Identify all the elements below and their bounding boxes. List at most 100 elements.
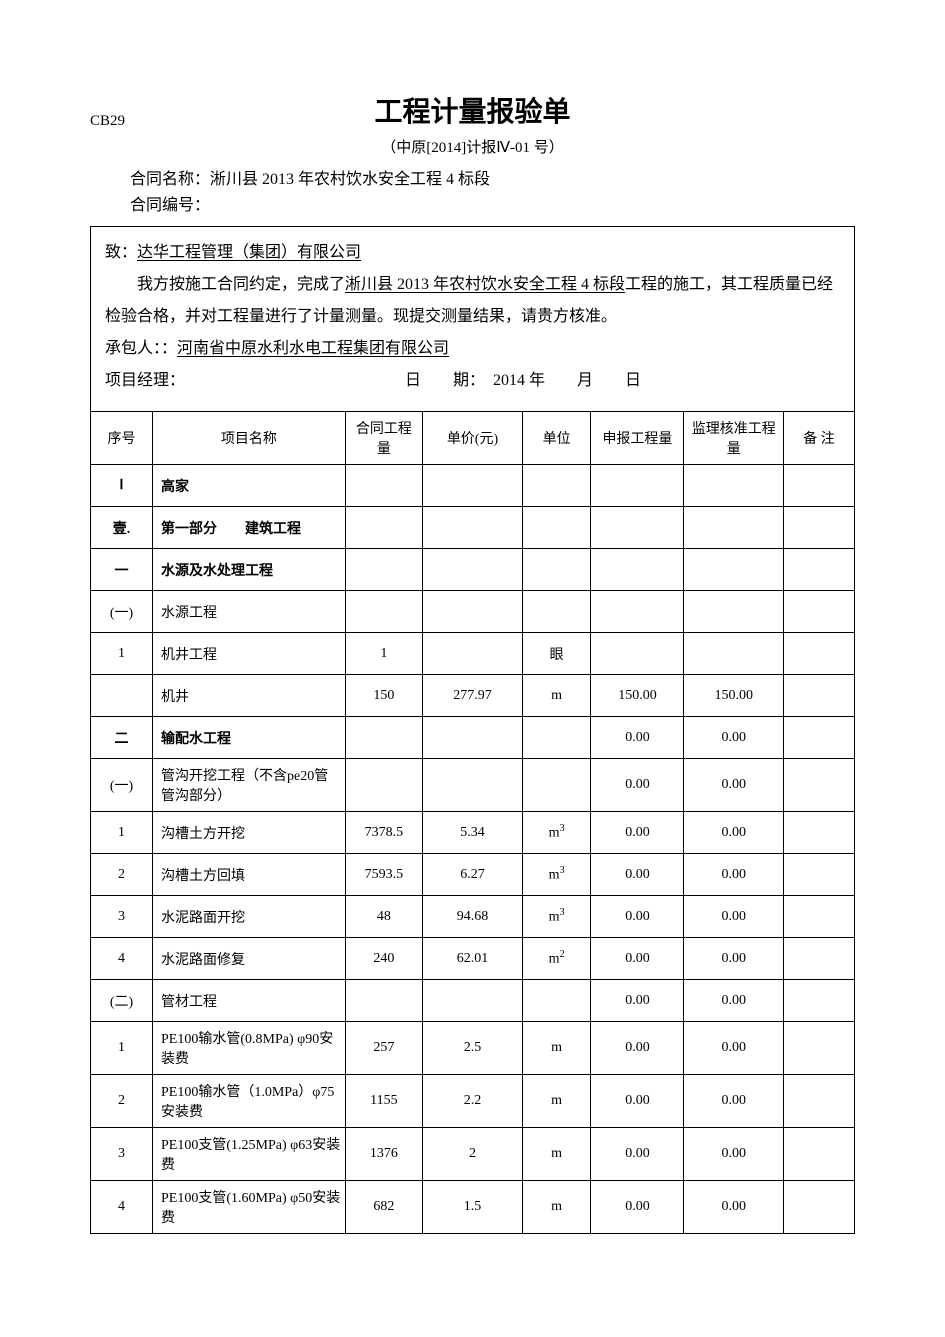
col-price: 单价(元)	[423, 412, 523, 465]
cell-approved	[684, 591, 784, 633]
cell-name: 水源工程	[153, 591, 346, 633]
cell-qty: 7593.5	[345, 854, 423, 896]
cell-seq: 2	[91, 1075, 153, 1128]
cell-seq: 壹.	[91, 507, 153, 549]
cell-seq: 3	[91, 1128, 153, 1181]
cell-unit: 眼	[522, 633, 591, 675]
cell-unit	[522, 591, 591, 633]
cell-name: 机井工程	[153, 633, 346, 675]
cell-qty: 150	[345, 675, 423, 717]
cell-remark	[784, 717, 855, 759]
table-row: 3水泥路面开挖4894.68m30.000.00	[91, 896, 855, 938]
cell-remark	[784, 465, 855, 507]
cell-name: 水源及水处理工程	[153, 549, 346, 591]
cell-seq: (一)	[91, 759, 153, 812]
table-row: (一)管沟开挖工程（不含pe20管管沟部分）0.000.00	[91, 759, 855, 812]
cell-approved	[684, 633, 784, 675]
cell-price: 2.2	[423, 1075, 523, 1128]
table-row: 4PE100支管(1.60MPa) φ50安装费6821.5m0.000.00	[91, 1181, 855, 1234]
table-row: 1机井工程1 眼	[91, 633, 855, 675]
col-seq: 序号	[91, 412, 153, 465]
cell-remark	[784, 980, 855, 1022]
to-company: 达华工程管理（集团）有限公司	[137, 244, 361, 261]
cell-price: 5.34	[423, 812, 523, 854]
cell-declared	[591, 633, 684, 675]
cell-remark	[784, 591, 855, 633]
pm-label: 项目经理：	[105, 365, 405, 397]
cell-unit	[522, 465, 591, 507]
cell-name: PE100输水管(0.8MPa) φ90安装费	[153, 1022, 346, 1075]
cell-unit	[522, 549, 591, 591]
cell-remark	[784, 812, 855, 854]
cell-approved	[684, 507, 784, 549]
cell-approved: 0.00	[684, 1075, 784, 1128]
cell-seq: 4	[91, 1181, 153, 1234]
cell-qty: 7378.5	[345, 812, 423, 854]
cell-declared	[591, 507, 684, 549]
cell-seq: 1	[91, 812, 153, 854]
cell-declared	[591, 465, 684, 507]
para-project: 淅川县 2013 年农村饮水安全工程 4 标段	[345, 276, 625, 293]
cell-declared: 0.00	[591, 896, 684, 938]
cell-approved: 0.00	[684, 896, 784, 938]
cell-remark	[784, 896, 855, 938]
cell-unit	[522, 759, 591, 812]
cell-remark	[784, 507, 855, 549]
cell-qty: 1	[345, 633, 423, 675]
cell-approved: 0.00	[684, 1181, 784, 1234]
table-row: 3PE100支管(1.25MPa) φ63安装费13762m0.000.00	[91, 1128, 855, 1181]
cell-unit: m	[522, 1075, 591, 1128]
cell-seq: (二)	[91, 980, 153, 1022]
cell-remark	[784, 854, 855, 896]
table-row: 1沟槽土方开挖7378.55.34m30.000.00	[91, 812, 855, 854]
col-unit: 单位	[522, 412, 591, 465]
cell-declared: 0.00	[591, 759, 684, 812]
cell-price	[423, 549, 523, 591]
cell-name: 第一部分 建筑工程	[153, 507, 346, 549]
intro-box: 致：达华工程管理（集团）有限公司 我方按施工合同约定，完成了淅川县 2013 年…	[90, 226, 855, 411]
cell-price: 1.5	[423, 1181, 523, 1234]
contractor-value: 河南省中原水利水电工程集团有限公司	[177, 340, 449, 357]
cell-qty	[345, 717, 423, 759]
cell-unit: m	[522, 1128, 591, 1181]
cell-unit	[522, 980, 591, 1022]
table-row: (二)管材工程0.000.00	[91, 980, 855, 1022]
cell-approved: 0.00	[684, 1128, 784, 1181]
col-remark: 备 注	[784, 412, 855, 465]
cell-remark	[784, 1075, 855, 1128]
cell-name: PE100支管(1.60MPa) φ50安装费	[153, 1181, 346, 1234]
cell-declared: 0.00	[591, 812, 684, 854]
col-qty: 合同工程量	[345, 412, 423, 465]
cell-price: 2	[423, 1128, 523, 1181]
cell-qty: 240	[345, 938, 423, 980]
cell-declared: 0.00	[591, 938, 684, 980]
table-row: 一水源及水处理工程	[91, 549, 855, 591]
cell-name: 水泥路面开挖	[153, 896, 346, 938]
cell-price	[423, 980, 523, 1022]
cell-approved: 0.00	[684, 938, 784, 980]
col-approved: 监理核准工程量	[684, 412, 784, 465]
col-name: 项目名称	[153, 412, 346, 465]
subtitle: （中原[2014]计报Ⅳ-01 号）	[90, 136, 855, 157]
cell-declared: 0.00	[591, 1022, 684, 1075]
cell-name: 水泥路面修复	[153, 938, 346, 980]
cell-seq: 3	[91, 896, 153, 938]
cell-declared	[591, 591, 684, 633]
cell-unit: m	[522, 1022, 591, 1075]
cell-qty	[345, 980, 423, 1022]
cell-remark	[784, 1181, 855, 1234]
contract-name-value: 淅川县 2013 年农村饮水安全工程 4 标段	[210, 171, 490, 188]
contract-name-label: 合同名称：	[130, 171, 210, 188]
table-header-row: 序号 项目名称 合同工程量 单价(元) 单位 申报工程量 监理核准工程量 备 注	[91, 412, 855, 465]
cell-seq	[91, 675, 153, 717]
table-row: 二输配水工程0.000.00	[91, 717, 855, 759]
table-row: Ⅰ高家	[91, 465, 855, 507]
cell-remark	[784, 759, 855, 812]
cell-price	[423, 465, 523, 507]
cell-seq: 1	[91, 633, 153, 675]
cell-declared: 0.00	[591, 1181, 684, 1234]
cell-unit: m3	[522, 896, 591, 938]
cell-remark	[784, 549, 855, 591]
cell-declared: 0.00	[591, 980, 684, 1022]
cell-unit: m2	[522, 938, 591, 980]
